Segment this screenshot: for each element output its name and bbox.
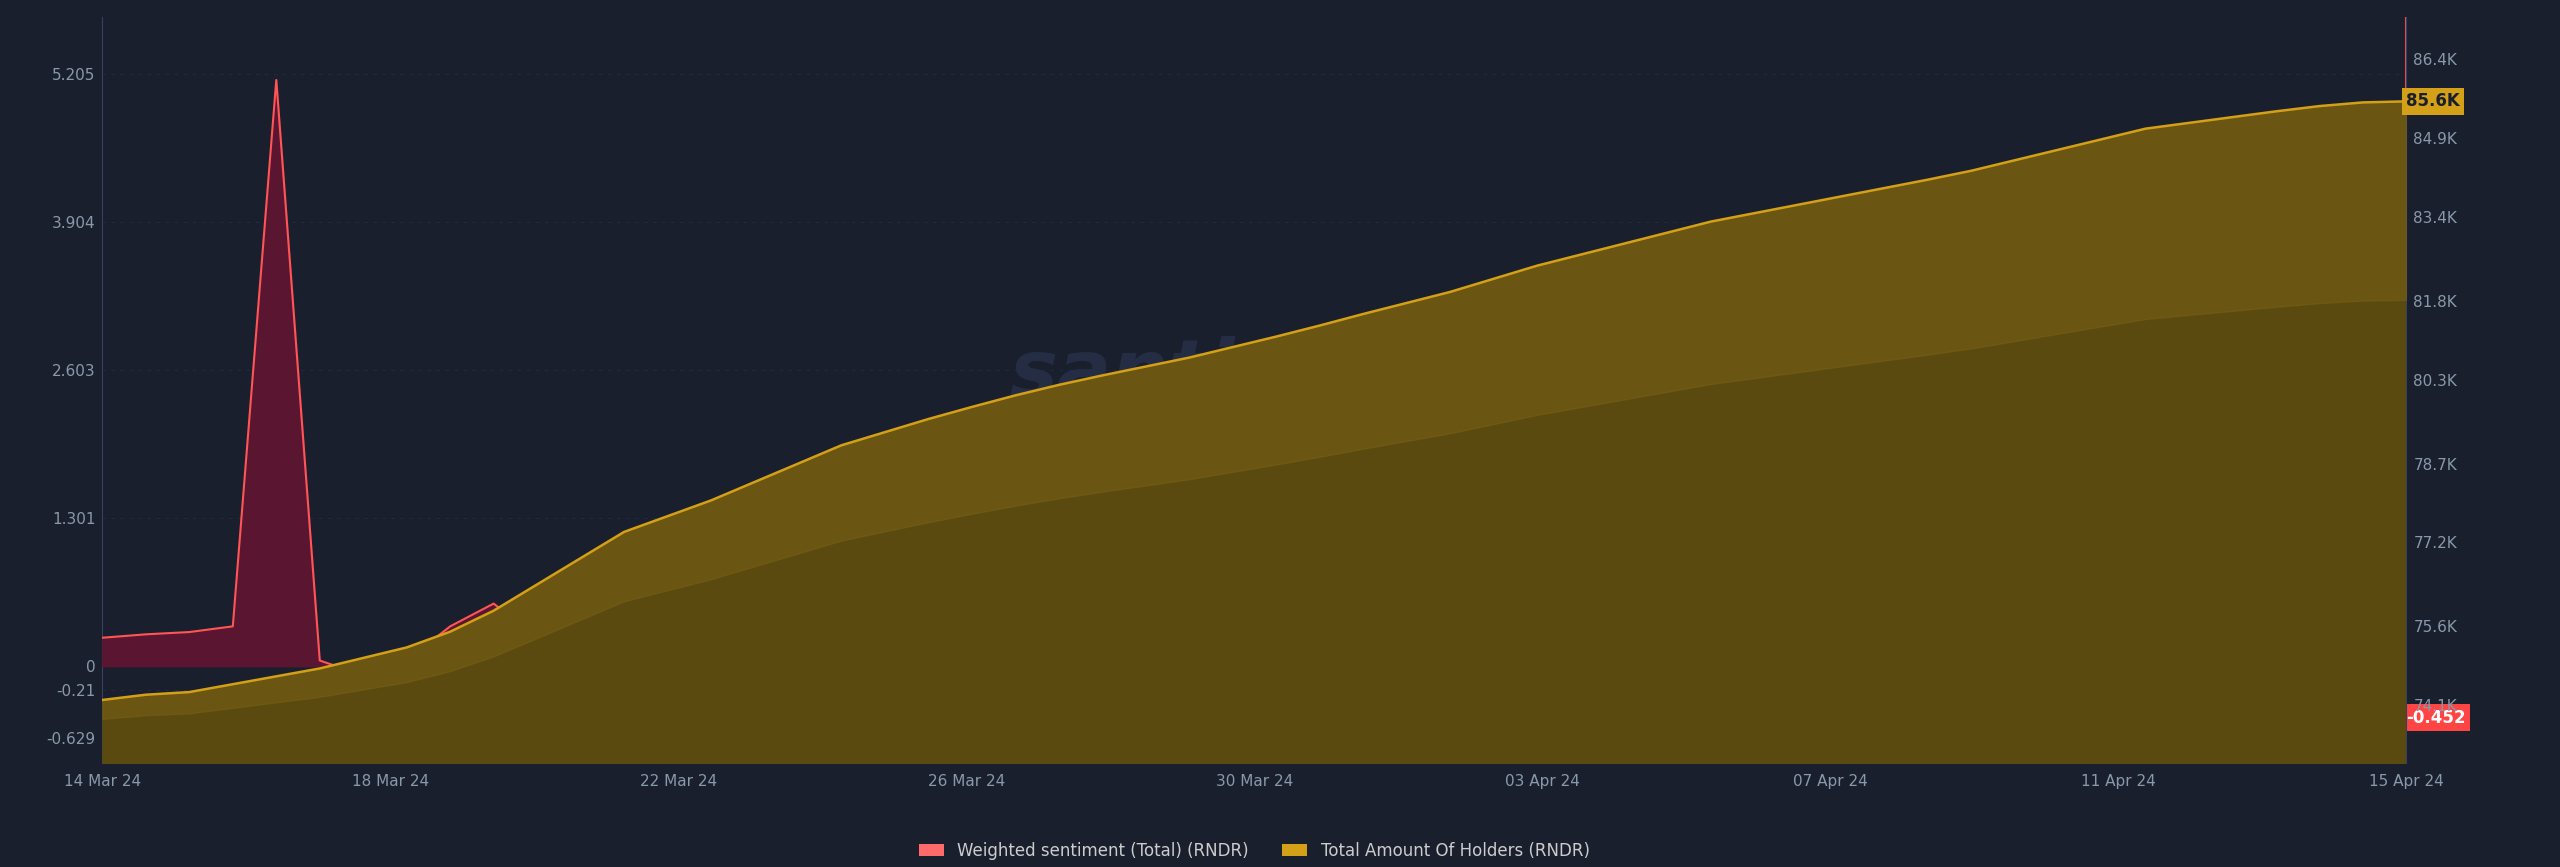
Text: santiment.: santiment. — [1009, 336, 1500, 414]
Text: -0.452: -0.452 — [2406, 708, 2465, 727]
Text: 85.6K: 85.6K — [2406, 93, 2460, 110]
Legend: Weighted sentiment (Total) (RNDR), Total Amount Of Holders (RNDR): Weighted sentiment (Total) (RNDR), Total… — [911, 835, 1597, 866]
